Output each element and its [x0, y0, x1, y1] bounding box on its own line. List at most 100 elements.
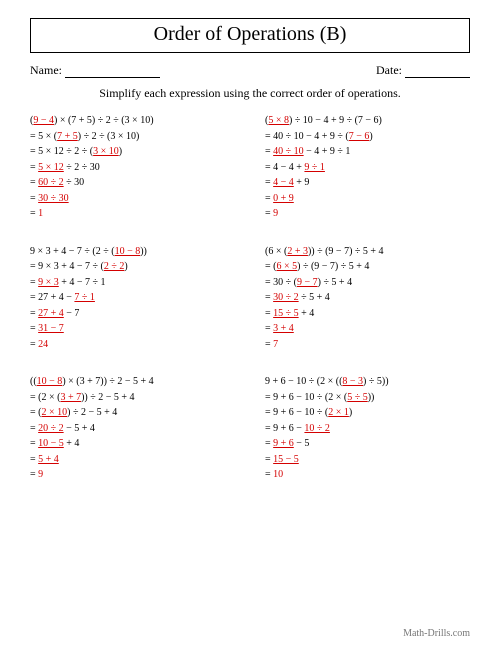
date-field: Date: [376, 63, 470, 78]
name-field: Name: [30, 63, 160, 78]
expr-text: ) [369, 131, 372, 142]
highlighted-op: 3 + 7 [60, 392, 81, 403]
expr-text: (6 × ( [265, 246, 287, 257]
highlighted-op: 9 + 6 [273, 438, 294, 449]
expr-text: = [30, 162, 38, 173]
expr-text: + 4 [64, 438, 80, 449]
date-blank[interactable] [405, 66, 470, 78]
step: = 31 − 7 [30, 321, 235, 337]
step: = 5 + 4 [30, 452, 235, 468]
expr-text: ) × (7 + 5) ÷ 2 ÷ (3 × 10) [54, 115, 154, 126]
step: = 20 ÷ 2 − 5 + 4 [30, 421, 235, 437]
expr-text: ) ÷ 5)) [363, 376, 388, 387]
worksheet-page: Order of Operations (B) Name: Date: Simp… [0, 0, 500, 647]
step: (9 − 4) × (7 + 5) ÷ 2 ÷ (3 × 10) [30, 113, 235, 129]
step: = (6 × 5) ÷ (9 − 7) ÷ 5 + 4 [265, 259, 470, 275]
expr-text: + 4 [299, 308, 315, 319]
step: = 4 − 4 + 9 ÷ 1 [265, 160, 470, 176]
expr-text: = [265, 208, 273, 219]
step: = 10 [265, 467, 470, 483]
step: = 9 + 6 − 10 ÷ (2 × 1) [265, 405, 470, 421]
highlighted-op: 10 − 8 [37, 376, 63, 387]
highlighted-op: 27 + 4 [38, 308, 64, 319]
highlighted-op: 9 − 7 [297, 277, 318, 288]
expr-text: ) ÷ (9 − 7) ÷ 5 + 4 [297, 261, 369, 272]
step: = 30 ÷ (9 − 7) ÷ 5 + 4 [265, 275, 470, 291]
highlighted-op: 3 × 10 [93, 146, 119, 157]
highlighted-op: 9 × 3 [38, 277, 59, 288]
step: = 40 ÷ 10 − 4 + 9 ÷ 1 [265, 144, 470, 160]
step: = (2 × (3 + 7)) ÷ 2 − 5 + 4 [30, 390, 235, 406]
highlighted-op: 5 × 8 [268, 115, 289, 126]
expr-text: = [265, 193, 273, 204]
highlighted-op: 15 ÷ 5 [273, 308, 299, 319]
expr-text: = [265, 339, 273, 350]
highlighted-op: 7 − 6 [349, 131, 370, 142]
date-label: Date: [376, 63, 402, 77]
highlighted-op: 2 × 10 [41, 407, 67, 418]
instructions: Simplify each expression using the corre… [30, 86, 470, 101]
highlighted-op: 5 + 4 [38, 454, 59, 465]
expr-text: = 30 ÷ ( [265, 277, 297, 288]
highlighted-op: 9 ÷ 1 [304, 162, 325, 173]
expr-text: = [30, 454, 38, 465]
expr-text: = [30, 277, 38, 288]
problem: (9 − 4) × (7 + 5) ÷ 2 ÷ (3 × 10)= 5 × (7… [30, 113, 235, 222]
expr-text: = [30, 339, 38, 350]
step: = 9 × 3 + 4 − 7 ÷ (2 ÷ 2) [30, 259, 235, 275]
expr-text: = 9 + 6 − 10 ÷ ( [265, 407, 328, 418]
expr-text: = [265, 438, 273, 449]
expr-text: = [30, 193, 38, 204]
step: = 15 ÷ 5 + 4 [265, 306, 470, 322]
step: = 1 [30, 206, 235, 222]
expr-text: = [265, 292, 273, 303]
expr-text: = [265, 308, 273, 319]
expr-text: + 4 − 7 ÷ 1 [59, 277, 106, 288]
highlighted-op: 5 × 12 [38, 162, 64, 173]
expr-text: = [265, 323, 273, 334]
expr-text: = 27 + 4 − [30, 292, 74, 303]
expr-text: = (2 × ( [30, 392, 60, 403]
step: = 9 × 3 + 4 − 7 ÷ 1 [30, 275, 235, 291]
highlighted-op: 2 + 3 [287, 246, 308, 257]
step: = 7 [265, 337, 470, 353]
expr-text: = [30, 208, 38, 219]
expr-text: = 9 × 3 + 4 − 7 ÷ ( [30, 261, 104, 272]
name-label: Name: [30, 63, 62, 77]
answer: 9 [273, 208, 278, 219]
step: = 5 × 12 ÷ 2 ÷ (3 × 10) [30, 144, 235, 160]
step: 9 × 3 + 4 − 7 ÷ (2 ÷ (10 − 8)) [30, 244, 235, 260]
step: = 40 ÷ 10 − 4 + 9 ÷ (7 − 6) [265, 129, 470, 145]
expr-text: (( [30, 376, 37, 387]
expr-text: = 5 × ( [30, 131, 57, 142]
problem: ((10 − 8) × (3 + 7)) ÷ 2 − 5 + 4= (2 × (… [30, 374, 235, 483]
expr-text: ) [124, 261, 127, 272]
step: (6 × (2 + 3)) ÷ (9 − 7) ÷ 5 + 4 [265, 244, 470, 260]
problem: (5 × 8) ÷ 10 − 4 + 9 ÷ (7 − 6)= 40 ÷ 10 … [265, 113, 470, 222]
step: = 4 − 4 + 9 [265, 175, 470, 191]
expr-text: = [30, 423, 38, 434]
step: = 9 + 6 − 10 ÷ (2 × (5 ÷ 5)) [265, 390, 470, 406]
step: (5 × 8) ÷ 10 − 4 + 9 ÷ (7 − 6) [265, 113, 470, 129]
page-title: Order of Operations (B) [30, 18, 470, 53]
answer: 9 [38, 469, 43, 480]
expr-text: ) ÷ 2 − 5 + 4 [67, 407, 117, 418]
highlighted-op: 7 ÷ 1 [74, 292, 95, 303]
expr-text: − 5 [294, 438, 310, 449]
highlighted-op: 30 ÷ 30 [38, 193, 69, 204]
step: = 0 + 9 [265, 191, 470, 207]
expr-text: ) [349, 407, 352, 418]
step: = 27 + 4 − 7 [30, 306, 235, 322]
highlighted-op: 6 × 5 [276, 261, 297, 272]
expr-text: ÷ 2 ÷ 30 [64, 162, 100, 173]
highlighted-op: 31 − 7 [38, 323, 64, 334]
expr-text: = [30, 323, 38, 334]
expr-text: ÷ 30 [64, 177, 85, 188]
name-blank[interactable] [65, 66, 160, 78]
expr-text: = [30, 469, 38, 480]
highlighted-op: 2 ÷ 2 [104, 261, 125, 272]
expr-text: 9 × 3 + 4 − 7 ÷ (2 ÷ ( [30, 246, 115, 257]
highlighted-op: 9 − 4 [33, 115, 54, 126]
expr-text: + 9 [294, 177, 310, 188]
problems-grid: (9 − 4) × (7 + 5) ÷ 2 ÷ (3 × 10) = 5 × ( 7… [30, 113, 470, 483]
